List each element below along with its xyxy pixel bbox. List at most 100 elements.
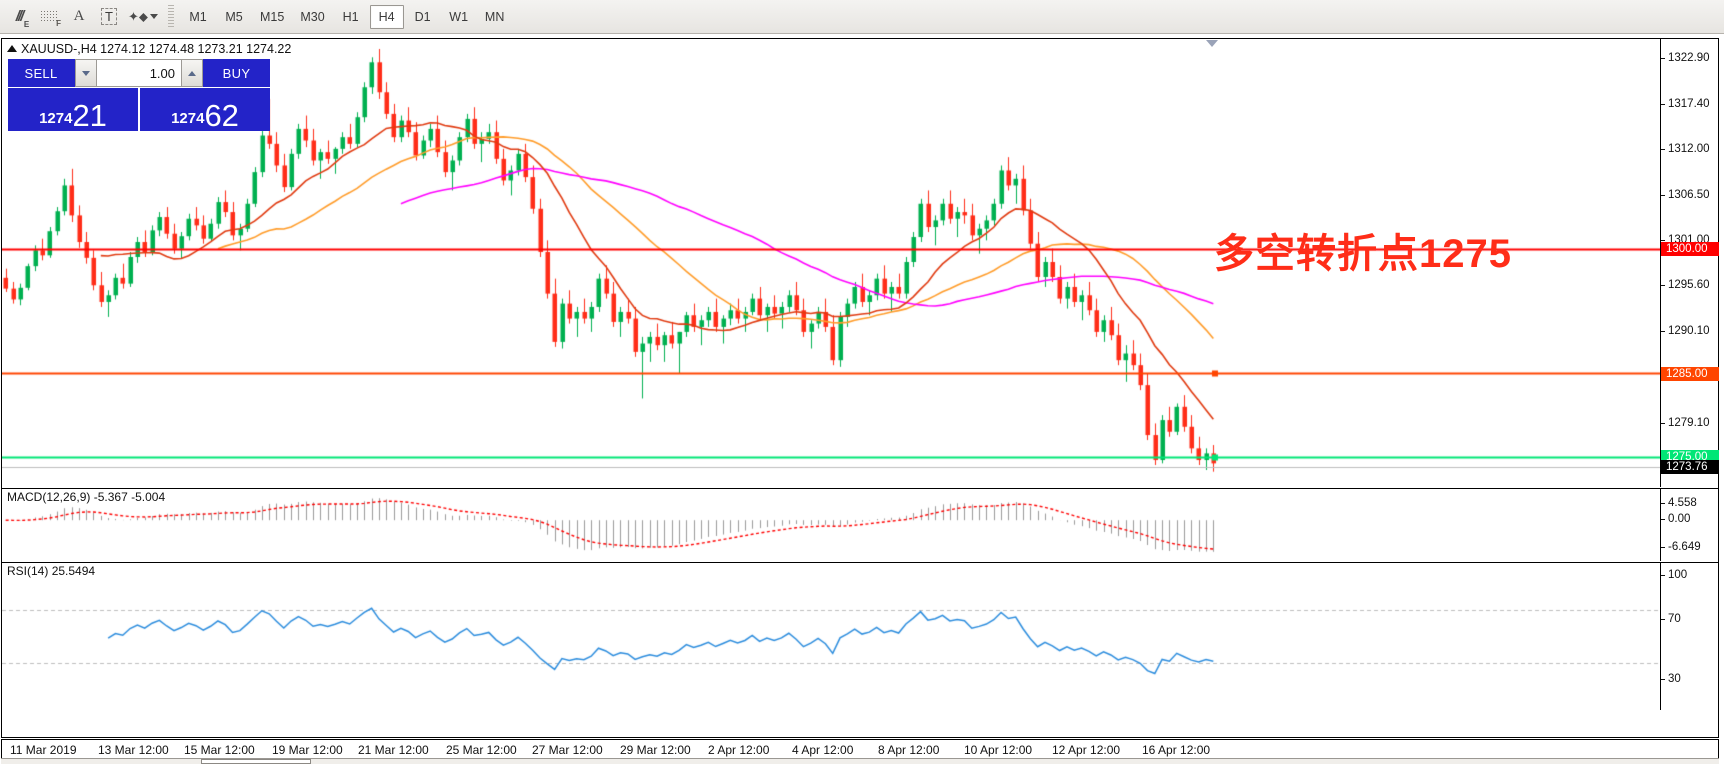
price-tick: 1306.50 [1661, 189, 1710, 201]
time-axis-label: 2 Apr 12:00 [708, 743, 770, 757]
rsi-canvas [2, 563, 1660, 710]
rsi-label: RSI(14) 25.5494 [7, 564, 95, 578]
quote-header: XAUUSD-,H4 1274.12 1274.48 1273.21 1274.… [7, 42, 291, 56]
time-axis-label: 27 Mar 12:00 [532, 743, 603, 757]
price-tick: 1312.00 [1661, 143, 1710, 155]
rsi-scale-tick: 30 [1661, 673, 1681, 685]
collapse-triangle-icon[interactable] [7, 45, 17, 52]
price-tick: 1295.60 [1661, 279, 1710, 291]
indicators-f-icon[interactable]: F [34, 3, 64, 31]
macd-panel[interactable]: MACD(12,26,9) -5.367 -5.004 4.558 0.00 -6.… [2, 488, 1718, 561]
time-axis-label: 16 Apr 12:00 [1142, 743, 1211, 757]
objects-dropdown-icon[interactable]: ✦⬥ [124, 3, 162, 31]
candlestick-canvas [2, 39, 1660, 485]
chart-top-marker-icon [1206, 40, 1218, 47]
timeframe-h4[interactable]: H4 [369, 4, 404, 29]
macd-scale-label: 0.00 [1668, 513, 1691, 525]
chart-annotation-text: 多空转折点1275 [1214, 232, 1512, 276]
time-axis-label: 25 Mar 12:00 [446, 743, 517, 757]
price-tick: 1279.10 [1661, 417, 1710, 429]
price-tick-label: 1306.50 [1668, 188, 1710, 201]
price-level-badge-1300-00[interactable]: 1300.00 [1661, 241, 1719, 256]
rsi-value: 25.5494 [51, 564, 96, 578]
chevron-down-icon [82, 70, 90, 76]
price-scale[interactable]: 1322.90 1317.40 1312.00 1306.50 1301.00 1300.… [1660, 39, 1719, 487]
timeframe-h1[interactable]: H1 [342, 9, 359, 24]
rsi-plot-area: RSI(14) 25.5494 [2, 563, 1660, 710]
macd-value-signal: -5.004 [131, 490, 166, 504]
timeframe-m1[interactable]: M1 [189, 9, 207, 24]
horizontal-scrollbar[interactable] [1, 758, 1719, 764]
price-level-badge-1285-00[interactable]: 1285.00 [1661, 366, 1719, 381]
buy-price-fraction: 62 [204, 97, 239, 133]
timeframe-m5[interactable]: M5 [225, 9, 243, 24]
macd-plot-area: MACD(12,26,9) -5.367 -5.004 [2, 489, 1660, 561]
volume-increase-button[interactable] [181, 59, 203, 87]
quote-header-text: XAUUSD-,H4 1274.12 1274.48 1273.21 1274.… [21, 42, 292, 56]
price-tick: 1317.40 [1661, 98, 1710, 110]
rsi-scale-label: 30 [1668, 673, 1681, 685]
chart-frame[interactable]: XAUUSD-,H4 1274.12 1274.48 1273.21 1274.… [1, 38, 1719, 738]
buy-button[interactable]: BUY [203, 59, 270, 87]
oct-top-row: SELL 1.00 BUY [8, 59, 270, 87]
time-axis[interactable]: 11 Mar 2019 13 Mar 12:00 15 Mar 12:00 19 Ma… [1, 739, 1719, 761]
toolbar-grip[interactable] [168, 4, 174, 29]
main-toolbar: ///E F A T ✦⬥ M1 M5 M15 M30 H1 H4 D1 W1 MN [0, 0, 1724, 34]
chevron-up-icon [188, 70, 196, 76]
time-axis-label: 12 Apr 12:00 [1052, 743, 1121, 757]
text-label-icon[interactable]: A [73, 8, 85, 24]
macd-canvas [2, 489, 1660, 561]
volume-input[interactable]: 1.00 [97, 59, 181, 87]
scrollbar-thumb[interactable] [201, 759, 311, 764]
price-tick: 1290.10 [1661, 325, 1710, 337]
timeframe-m30[interactable]: M30 [300, 9, 325, 24]
sell-price-display[interactable]: 1274 21 [8, 88, 138, 131]
time-axis-label: 10 Apr 12:00 [964, 743, 1033, 757]
price-level-badge-1273-76[interactable]: 1273.76 [1661, 460, 1719, 475]
timeframe-w1[interactable]: W1 [449, 9, 469, 24]
macd-scale-label: -6.649 [1668, 541, 1701, 553]
timeframe-mn[interactable]: MN [484, 9, 505, 24]
rsi-scale-tick: 70 [1661, 613, 1681, 625]
macd-label: MACD(12,26,9) -5.367 -5.004 [7, 490, 165, 504]
price-tick-label: 1279.10 [1668, 416, 1710, 429]
buy-price-display[interactable]: 1274 62 [140, 88, 270, 131]
rsi-name: RSI(14) [7, 564, 49, 578]
macd-name: MACD(12,26,9) [7, 490, 91, 504]
sell-price-whole: 1274 [39, 110, 73, 127]
buy-price-whole: 1274 [171, 110, 205, 127]
timeframe-m15[interactable]: M15 [260, 9, 285, 24]
time-axis-label: 8 Apr 12:00 [878, 743, 940, 757]
price-panel[interactable]: XAUUSD-,H4 1274.12 1274.48 1273.21 1274.… [2, 39, 1719, 487]
time-axis-label: 11 Mar 2019 [10, 743, 77, 757]
time-axis-label: 13 Mar 12:00 [98, 743, 169, 757]
oct-price-row: 1274 21 1274 62 [8, 88, 270, 131]
rsi-scale-label: 100 [1668, 569, 1688, 581]
timeframe-d1[interactable]: D1 [414, 9, 431, 24]
price-plot-area[interactable] [2, 39, 1660, 487]
rsi-scale-tick: 100 [1661, 569, 1687, 581]
macd-scale: 4.558 0.00 -6.649 [1660, 489, 1718, 561]
timeframe-bar: M1 M5 M15 M30 H1 H4 D1 W1 MN [180, 4, 513, 29]
one-click-trading-panel[interactable]: SELL 1.00 BUY 1274 21 1274 62 [8, 59, 270, 131]
macd-scale-tick: 4.558 [1661, 497, 1697, 509]
volume-stepper[interactable]: 1.00 [75, 59, 203, 87]
time-axis-label: 19 Mar 12:00 [272, 743, 343, 757]
sell-button[interactable]: SELL [8, 59, 75, 87]
text-object-icon[interactable]: T [94, 3, 124, 31]
indicators-e-icon[interactable]: ///E [15, 8, 30, 29]
volume-decrease-button[interactable] [75, 59, 97, 87]
price-tick: 1322.90 [1661, 52, 1710, 64]
macd-value-main: -5.367 [93, 490, 128, 504]
sell-price-fraction: 21 [72, 97, 107, 133]
rsi-panel[interactable]: RSI(14) 25.5494 100 70 30 [2, 562, 1718, 710]
time-axis-label: 15 Mar 12:00 [184, 743, 255, 757]
rsi-scale-label: 70 [1668, 613, 1681, 625]
price-tick-label: 1290.10 [1668, 325, 1710, 338]
rsi-scale: 100 70 30 [1660, 563, 1718, 710]
price-tick-label: 1322.90 [1668, 52, 1710, 65]
macd-scale-tick: -6.649 [1661, 541, 1701, 553]
macd-scale-label: 4.558 [1668, 497, 1697, 509]
time-axis-label: 29 Mar 12:00 [620, 743, 691, 757]
